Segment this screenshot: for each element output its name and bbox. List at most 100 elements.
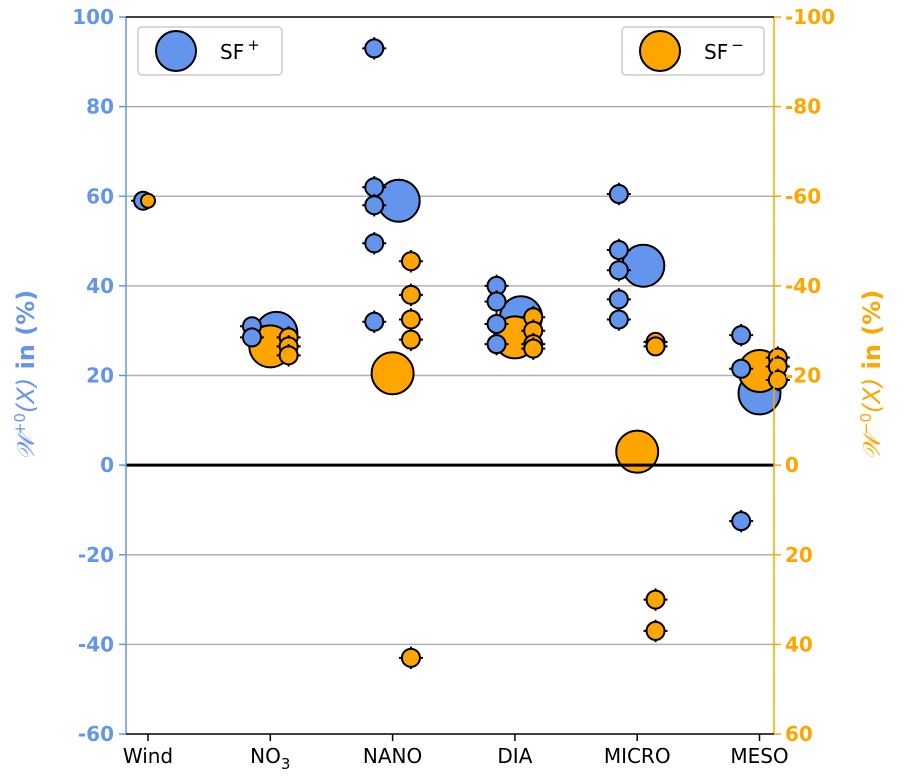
left-tick-label: -60 <box>78 722 114 746</box>
x-tick-label: DIA <box>497 744 532 768</box>
legend-label-main: SF <box>220 40 244 64</box>
x-tick-label-subscript: 3 <box>281 755 291 773</box>
data-point <box>606 288 631 311</box>
marker-circle <box>400 251 421 272</box>
marker-circle <box>241 327 262 348</box>
marker-circle <box>364 233 385 254</box>
axis-labels: 𝒲+0(X) in (%) 𝒲−0(X) in (%) <box>11 290 886 460</box>
left-tick-label: 40 <box>86 274 114 298</box>
x-tick-label: MICRO <box>604 744 671 768</box>
left-tick-label: -20 <box>78 543 114 567</box>
data-point <box>239 327 264 348</box>
marker-circle <box>645 336 666 357</box>
marker-circle <box>731 358 752 379</box>
data-point <box>521 337 546 360</box>
right-tick-label: -20 <box>785 364 821 388</box>
axis-label-superscript: +0 <box>11 413 29 435</box>
x-tick-label-main: NO <box>250 744 281 768</box>
x-tick-label: NO3 <box>250 744 290 773</box>
axis-label-suffix: in (%) <box>858 290 886 378</box>
marker-circle <box>645 589 666 610</box>
data-points <box>131 37 790 670</box>
marker-circle <box>486 291 507 312</box>
marker-circle <box>731 511 752 532</box>
data-point <box>362 232 387 255</box>
marker-circle <box>486 313 507 334</box>
left-tick-label: 60 <box>86 184 114 208</box>
marker-circle <box>615 429 660 474</box>
legend-label: SF − <box>704 36 744 64</box>
legend-label-sup: − <box>731 36 744 54</box>
right-tick-label: 0 <box>785 453 799 477</box>
data-point <box>729 358 754 379</box>
x-tick-label: Wind <box>123 744 173 768</box>
left-axis-label: 𝒲+0(X) in (%) <box>11 290 40 460</box>
data-point <box>140 192 156 209</box>
data-point <box>398 328 423 351</box>
axis-label-argument: (X) <box>12 378 40 413</box>
data-point <box>362 310 387 333</box>
axis-label-suffix: in (%) <box>12 290 40 378</box>
legend: SF + SF − <box>137 26 765 76</box>
axis-label-superscript: −0 <box>857 413 875 435</box>
left-tick-label: 80 <box>86 95 114 119</box>
legend-marker <box>155 30 197 72</box>
x-tick-label-main: DIA <box>497 744 532 768</box>
marker-circle <box>364 177 385 198</box>
x-tick-label-main: MESO <box>730 744 788 768</box>
data-point <box>362 194 387 217</box>
axis-label-argument: (X) <box>858 378 886 413</box>
data-point <box>398 283 423 307</box>
marker-circle <box>140 192 156 209</box>
data-point <box>643 588 668 611</box>
legend-label: SF + <box>220 36 260 64</box>
x-tick-label: MESO <box>730 744 788 768</box>
left-tick-label: 20 <box>86 364 114 388</box>
right-tick-label: 60 <box>785 722 813 746</box>
data-point <box>606 182 631 206</box>
marker-circle <box>400 329 421 350</box>
data-point <box>606 308 631 331</box>
legend-marker <box>639 30 681 72</box>
data-point <box>643 336 668 357</box>
marker-circle <box>278 345 299 366</box>
marker-circle <box>364 38 385 59</box>
marker-circle <box>608 289 629 310</box>
right-tick-label: 40 <box>785 632 813 656</box>
data-point <box>398 250 423 273</box>
marker-circle <box>400 647 421 668</box>
legend-label-main: SF <box>704 40 728 64</box>
right-axis-label: 𝒲−0(X) in (%) <box>857 290 886 460</box>
right-tick-label: -80 <box>785 95 821 119</box>
marker-circle <box>645 620 666 641</box>
marker-circle <box>400 309 421 330</box>
x-tick-label-main: NANO <box>363 744 422 768</box>
data-point <box>729 323 754 347</box>
marker-circle <box>370 351 415 396</box>
right-tick-label: 20 <box>785 543 813 567</box>
data-point <box>729 509 754 533</box>
marker-circle <box>523 338 544 359</box>
left-tick-label: -40 <box>78 632 114 656</box>
right-tick-label: -100 <box>785 5 835 29</box>
data-point <box>362 176 387 199</box>
legend-box-sf-minus: SF − <box>621 26 765 76</box>
data-point <box>643 619 668 643</box>
x-tick-label: NANO <box>363 744 422 768</box>
data-point <box>276 344 301 367</box>
marker-circle <box>608 240 629 261</box>
data-point <box>484 290 509 313</box>
left-tick-label: 100 <box>72 5 114 29</box>
left-tick-label: 0 <box>100 453 114 477</box>
data-point <box>615 429 660 474</box>
marker-circle <box>486 334 507 355</box>
marker-circle <box>608 260 629 281</box>
marker-circle <box>364 311 385 332</box>
data-point <box>398 646 423 670</box>
grid-lines <box>126 105 774 646</box>
x-tick-label-main: Wind <box>123 744 173 768</box>
marker-circle <box>400 284 421 305</box>
data-point <box>398 308 423 331</box>
data-point <box>484 332 509 356</box>
